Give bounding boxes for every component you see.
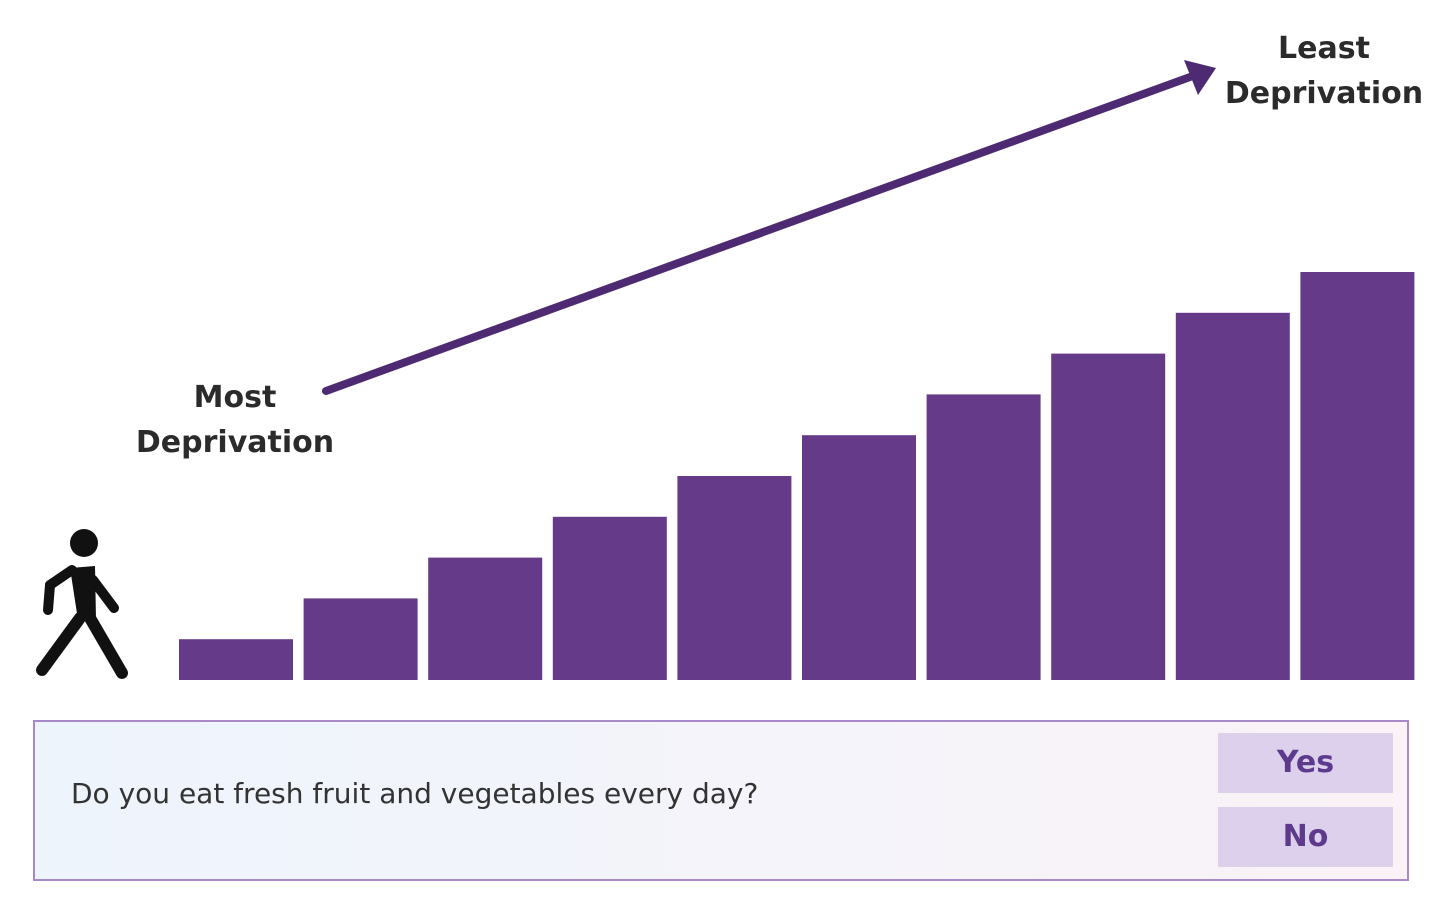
step-bar-10 bbox=[1300, 272, 1415, 680]
steps-group bbox=[179, 272, 1415, 680]
most-label-line-1: Most bbox=[193, 380, 277, 415]
step-bar-1 bbox=[179, 639, 293, 680]
step-bar-9 bbox=[1175, 312, 1290, 680]
most-deprivation-label: Most Deprivation bbox=[120, 375, 350, 465]
step-bar-5 bbox=[677, 476, 792, 680]
least-deprivation-label: Least Deprivation bbox=[1210, 26, 1438, 116]
yes-button[interactable]: Yes bbox=[1218, 733, 1393, 793]
deprivation-staircase bbox=[36, 60, 1415, 680]
step-bar-4 bbox=[552, 516, 667, 680]
step-bar-7 bbox=[926, 394, 1041, 680]
step-bar-3 bbox=[428, 557, 543, 680]
most-label-line-2: Deprivation bbox=[135, 425, 335, 460]
least-label-line-1: Least bbox=[1278, 31, 1370, 66]
step-bar-8 bbox=[1051, 353, 1166, 680]
no-button[interactable]: No bbox=[1218, 807, 1393, 867]
rising-arrow bbox=[322, 60, 1216, 395]
question-panel: Do you eat fresh fruit and vegetables ev… bbox=[33, 720, 1409, 881]
question-text: Do you eat fresh fruit and vegetables ev… bbox=[71, 777, 759, 810]
walking-person-icon bbox=[36, 529, 128, 679]
least-label-line-2: Deprivation bbox=[1224, 76, 1424, 111]
step-bar-6 bbox=[802, 435, 916, 680]
step-bar-2 bbox=[303, 598, 418, 680]
